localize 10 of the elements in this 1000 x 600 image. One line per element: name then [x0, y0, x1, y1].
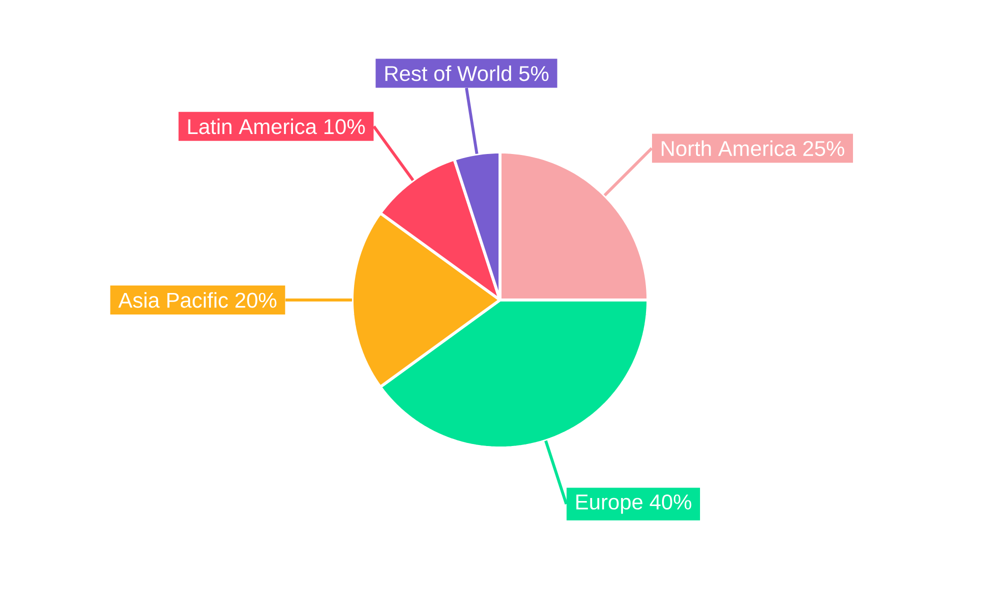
slice-label: North America	[662, 140, 796, 156]
data-label: 5%	[519, 66, 548, 82]
slice-label: Rest of World	[385, 65, 512, 82]
data-label: 25%	[803, 140, 844, 156]
data-label: 20%	[236, 292, 276, 308]
data-label: 40%	[650, 494, 692, 510]
slice-label: Europe	[576, 494, 642, 514]
slice-label: Asia Pacific	[118, 292, 228, 308]
slice-label: Latin America	[188, 118, 317, 134]
data-label: 10%	[324, 119, 365, 134]
